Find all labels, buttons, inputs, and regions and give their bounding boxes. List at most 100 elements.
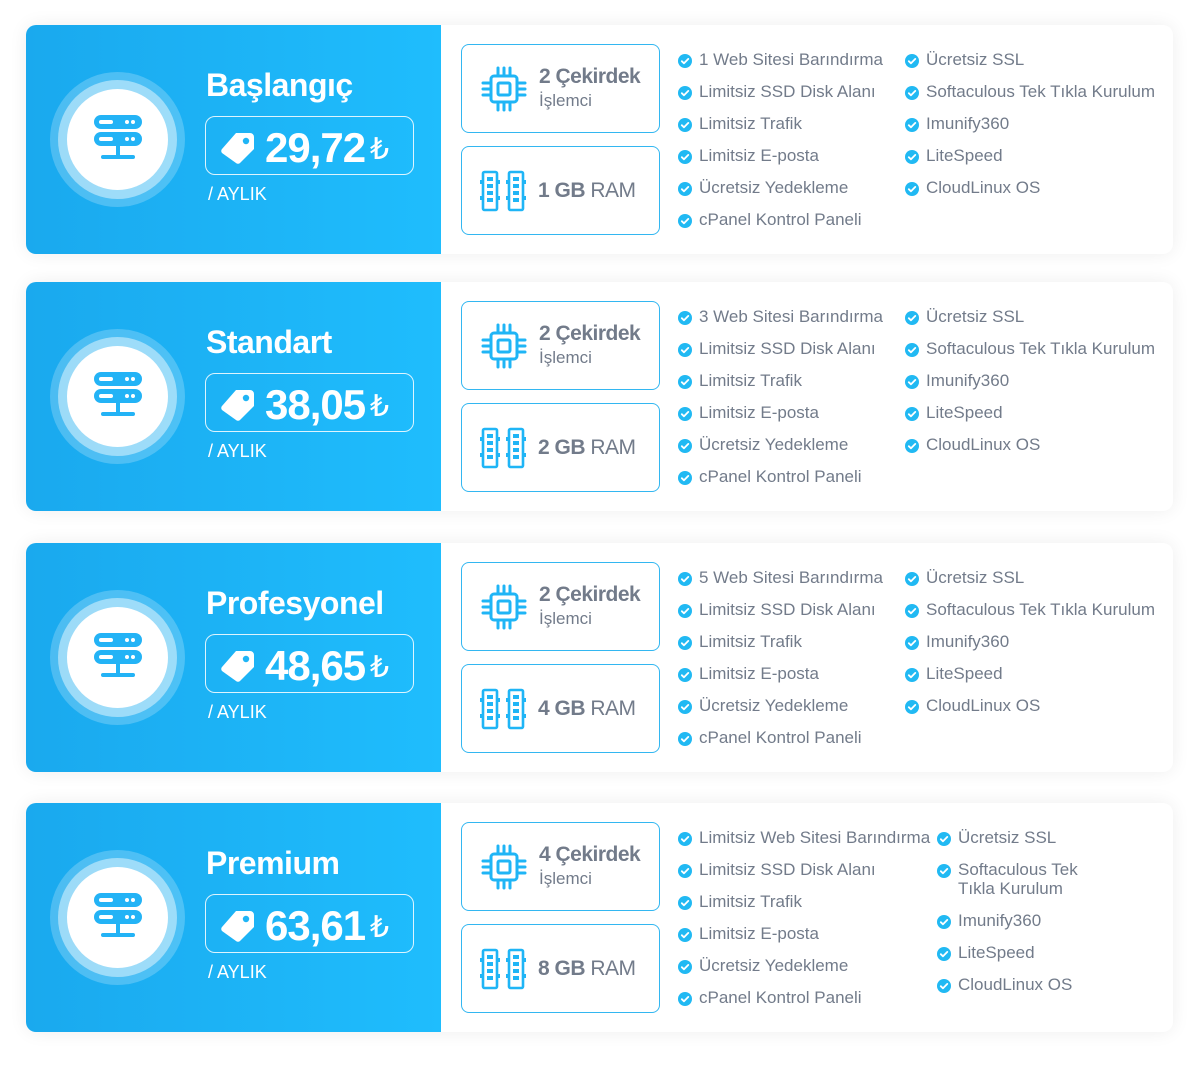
feature-item: Limitsiz Trafik xyxy=(678,371,802,390)
check-circle-icon xyxy=(678,667,692,682)
feature-item: Ücretsiz Yedekleme xyxy=(678,956,848,975)
feature-label: Limitsiz Web Sitesi Barındırma xyxy=(699,828,931,847)
ram-amount: 2 GB RAM xyxy=(538,436,636,460)
feature-label: 1 Web Sitesi Barındırma xyxy=(699,50,883,69)
feature-item: Ücretsiz SSL xyxy=(937,828,1056,847)
feature-label: LiteSpeed xyxy=(926,403,1003,422)
plan-card-4: Premium 63,61 ₺ / AYLIK xyxy=(26,803,1173,1032)
ram-size: 4 GB xyxy=(538,697,586,720)
feature-item: Imunify360 xyxy=(905,632,1009,651)
feature-label: Limitsiz SSD Disk Alanı xyxy=(699,82,876,101)
feature-item: 5 Web Sitesi Barındırma xyxy=(678,568,883,587)
price-currency: ₺ xyxy=(370,133,390,166)
feature-label: Softaculous Tek Tıkla Kurulum xyxy=(958,860,1078,898)
feature-item: Imunify360 xyxy=(937,911,1041,930)
feature-label: cPanel Kontrol Paneli xyxy=(699,728,862,747)
feature-label: LiteSpeed xyxy=(958,943,1035,962)
plan-name: Standart xyxy=(206,324,332,360)
cpu-chip-icon xyxy=(481,584,527,630)
server-icon xyxy=(93,892,142,937)
feature-item: Ücretsiz SSL xyxy=(905,307,1024,326)
feature-item: Imunify360 xyxy=(905,114,1009,133)
feature-item: cPanel Kontrol Paneli xyxy=(678,988,862,1007)
server-icon xyxy=(93,371,142,416)
feature-item: Limitsiz SSD Disk Alanı xyxy=(678,339,876,358)
check-circle-icon xyxy=(937,831,951,846)
feature-item: Softaculous Tek Tıkla Kurulum xyxy=(905,339,1155,358)
ram-module-icon xyxy=(480,427,526,469)
price-box: 48,65 ₺ xyxy=(205,634,414,693)
feature-item: Limitsiz E-posta xyxy=(678,924,819,943)
check-circle-icon xyxy=(937,978,951,993)
feature-label: cPanel Kontrol Paneli xyxy=(699,988,862,1007)
plan-header: Standart 38,05 ₺ / AYLIK xyxy=(26,282,441,511)
price-currency: ₺ xyxy=(370,651,390,684)
feature-label: LiteSpeed xyxy=(926,664,1003,683)
feature-label: CloudLinux OS xyxy=(926,178,1041,197)
cpu-chip-icon xyxy=(481,844,527,890)
cpu-cores: 2 Çekirdek xyxy=(539,583,641,606)
check-circle-icon xyxy=(678,117,692,132)
price-value: 29,72 xyxy=(265,124,366,171)
check-circle-icon xyxy=(905,342,919,357)
price-currency: ₺ xyxy=(370,911,390,944)
cpu-spec-box: 2 Çekirdek İşlemci xyxy=(461,44,660,133)
ram-spec-box: 4 GB RAM xyxy=(461,664,660,753)
feature-item: cPanel Kontrol Paneli xyxy=(678,728,862,747)
check-circle-icon xyxy=(678,991,692,1006)
feature-item: Ücretsiz SSL xyxy=(905,568,1024,587)
check-circle-icon xyxy=(678,213,692,228)
cpu-chip-icon xyxy=(481,66,527,112)
feature-item: Ücretsiz Yedekleme xyxy=(678,696,848,715)
check-circle-icon xyxy=(678,731,692,746)
check-circle-icon xyxy=(678,342,692,357)
feature-label: Limitsiz E-posta xyxy=(699,924,819,943)
feature-item: Limitsiz SSD Disk Alanı xyxy=(678,600,876,619)
cpu-spec-box: 2 Çekirdek İşlemci xyxy=(461,562,660,651)
price-value: 63,61 xyxy=(265,902,366,949)
feature-label: Limitsiz Trafik xyxy=(699,892,802,911)
feature-label: 3 Web Sitesi Barındırma xyxy=(699,307,883,326)
cpu-cores: 2 Çekirdek xyxy=(539,322,641,345)
feature-item: Limitsiz SSD Disk Alanı xyxy=(678,860,876,879)
feature-label: CloudLinux OS xyxy=(926,696,1041,715)
check-circle-icon xyxy=(905,374,919,389)
feature-label: Imunify360 xyxy=(926,371,1010,390)
check-circle-icon xyxy=(678,635,692,650)
plan-card-1: Başlangıç 29,72 ₺ / AYLIK xyxy=(26,25,1173,254)
feature-item: 3 Web Sitesi Barındırma xyxy=(678,307,883,326)
check-circle-icon xyxy=(678,310,692,325)
feature-label: Ücretsiz Yedekleme xyxy=(699,178,849,197)
check-circle-icon xyxy=(678,53,692,68)
feature-label: Ücretsiz Yedekleme xyxy=(699,435,849,454)
plan-card-2: Standart 38,05 ₺ / AYLIK xyxy=(26,282,1173,511)
ram-module-icon xyxy=(480,948,526,990)
plan-icon-badge xyxy=(50,72,185,207)
ram-unit: RAM xyxy=(590,436,636,459)
check-circle-icon xyxy=(905,310,919,325)
price-currency: ₺ xyxy=(370,390,390,423)
feature-label: Limitsiz Trafik xyxy=(699,371,802,390)
server-icon xyxy=(93,632,142,677)
plan-name: Profesyonel xyxy=(206,585,384,621)
feature-item: LiteSpeed xyxy=(937,943,1035,962)
feature-label: Limitsiz SSD Disk Alanı xyxy=(699,339,876,358)
check-circle-icon xyxy=(937,946,951,961)
ram-module-icon xyxy=(480,170,526,212)
plan-name: Başlangıç xyxy=(206,67,353,103)
feature-label: 5 Web Sitesi Barındırma xyxy=(699,568,883,587)
feature-item: Limitsiz E-posta xyxy=(678,403,819,422)
check-circle-icon xyxy=(678,85,692,100)
feature-item: CloudLinux OS xyxy=(905,435,1040,454)
feature-label: Imunify360 xyxy=(926,632,1010,651)
price-box: 63,61 ₺ xyxy=(205,894,414,953)
cpu-label: İşlemci xyxy=(539,348,592,367)
feature-item: Ücretsiz Yedekleme xyxy=(678,435,848,454)
plan-header: Premium 63,61 ₺ / AYLIK xyxy=(26,803,441,1032)
cpu-cores: 4 Çekirdek xyxy=(539,843,641,866)
feature-item: Imunify360 xyxy=(905,371,1009,390)
check-circle-icon xyxy=(678,927,692,942)
ram-amount: 1 GB RAM xyxy=(538,179,636,203)
ram-size: 2 GB xyxy=(538,436,586,459)
ram-unit: RAM xyxy=(590,957,636,980)
